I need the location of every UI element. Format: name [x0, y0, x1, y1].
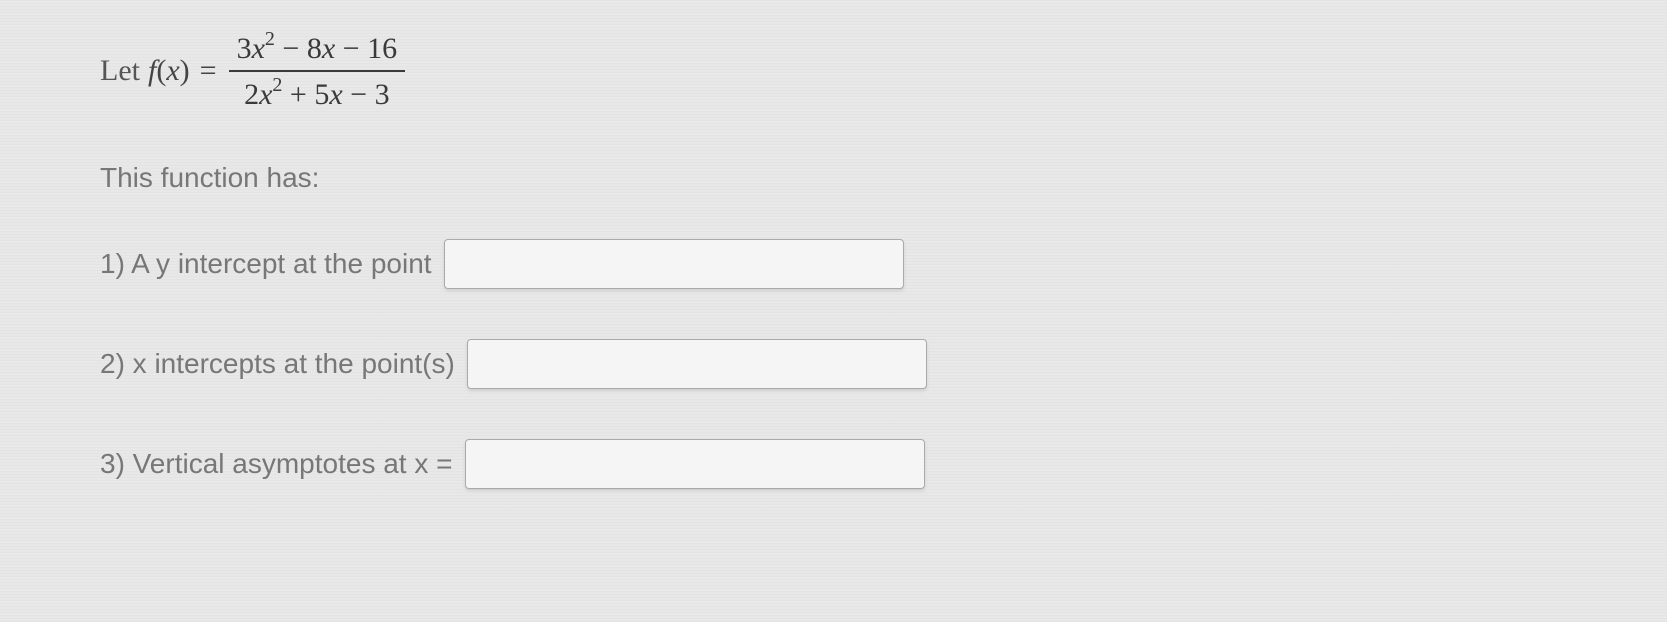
x-intercepts-input[interactable]	[467, 339, 927, 389]
question-container: Let f(x) = 3x2 − 8x − 16 2x2 + 5x − 3 Th…	[100, 30, 1567, 612]
y-intercept-input[interactable]	[444, 239, 904, 289]
subheading: This function has:	[100, 162, 1567, 194]
question-1-label: 1) A y intercept at the point	[100, 248, 432, 280]
question-3-label: 3) Vertical asymptotes at x =	[100, 448, 453, 480]
question-2-row: 2) x intercepts at the point(s)	[100, 339, 1567, 389]
fraction: 3x2 − 8x − 16 2x2 + 5x − 3	[229, 30, 406, 112]
equals-sign: =	[200, 54, 217, 88]
equation-row: Let f(x) = 3x2 − 8x − 16 2x2 + 5x − 3	[100, 30, 1567, 112]
question-3-row: 3) Vertical asymptotes at x =	[100, 439, 1567, 489]
question-1-row: 1) A y intercept at the point	[100, 239, 1567, 289]
function-name: f(x)	[148, 54, 190, 88]
let-label: Let	[100, 54, 140, 88]
vertical-asymptotes-input[interactable]	[465, 439, 925, 489]
question-2-label: 2) x intercepts at the point(s)	[100, 348, 455, 380]
numerator: 3x2 − 8x − 16	[229, 30, 406, 72]
denominator: 2x2 + 5x − 3	[236, 72, 398, 112]
